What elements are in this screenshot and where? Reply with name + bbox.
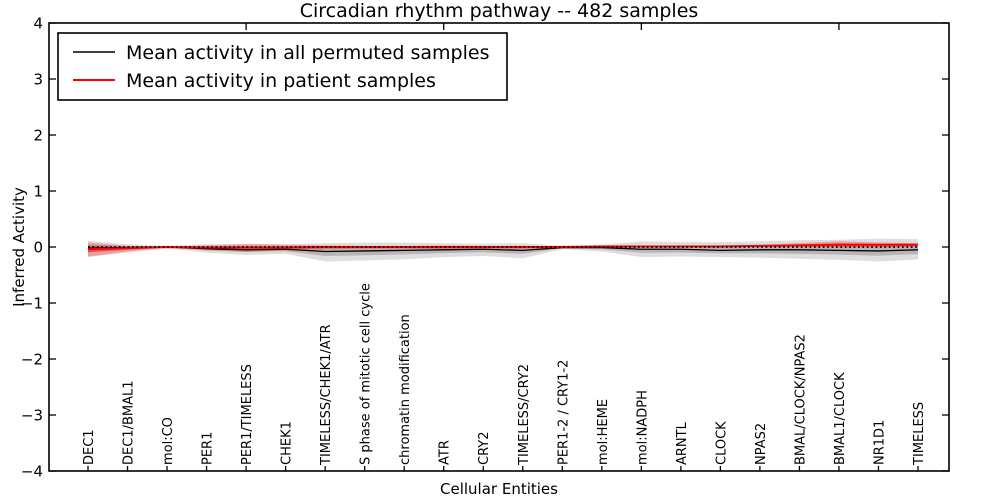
y-ticks-left: [49, 22, 56, 472]
x-tick-label: NR1D1: [872, 420, 887, 465]
legend-permuted-label: Mean activity in all permuted samples: [126, 42, 489, 64]
x-tick-label: CRY2: [477, 432, 492, 466]
x-ticks-top: [245, 23, 840, 30]
x-ticks-bottom: [87, 466, 919, 471]
x-tick-label: PER1: [201, 432, 216, 465]
permuted-mean-line: [87, 246, 919, 253]
y-tick-label: 3: [33, 71, 43, 89]
y-tick-labels: 4 3 2 1 0 −1 −2 −3 −4: [21, 15, 43, 481]
x-tick-label: ARNTL: [675, 421, 690, 465]
y-tick-label: −1: [21, 295, 43, 313]
x-tick-labels: DEC1 DEC1/BMAL1 mol:CO PER1 PER1/TIMELESS CHE…: [82, 283, 927, 466]
chart-title: Circadian rhythm pathway -- 482 samples: [300, 0, 699, 22]
y-tick-label: −4: [21, 463, 43, 481]
y-tick-label: −2: [21, 351, 43, 369]
x-tick-label: chromatin modification: [398, 314, 413, 465]
x-tick-label: mol:NADPH: [635, 390, 650, 465]
x-tick-label: DEC1/BMAL1: [122, 381, 137, 466]
x-tick-label: mol:HEME: [596, 399, 611, 465]
legend-patient-label: Mean activity in patient samples: [126, 70, 436, 92]
y-tick-label: 0: [33, 239, 43, 257]
x-tick-label: S phase of mitotic cell cycle: [359, 283, 374, 465]
patient-band: [88, 241, 918, 257]
legend: Mean activity in all permuted samples Me…: [57, 32, 508, 101]
y-axis-label: Inferred Activity: [10, 187, 28, 307]
plot-area: [87, 238, 919, 262]
x-tick-label: CLOCK: [714, 421, 729, 465]
x-tick-label: PER1-2 / CRY1-2: [556, 360, 571, 465]
x-tick-label: PER1/TIMELESS: [240, 364, 255, 465]
x-tick-label: TIMELESS: [912, 402, 927, 466]
x-tick-label: TIMELESS/CHEK1/ATR: [319, 324, 334, 466]
x-tick-label: DEC1: [82, 429, 97, 465]
x-tick-label: BMAL/CLOCK/NPAS2: [793, 334, 808, 465]
x-tick-label: TIMELESS/CRY2: [517, 364, 532, 466]
x-tick-label: NPAS2: [754, 423, 769, 465]
legend-box: [57, 32, 508, 101]
x-tick-label: BMAL1/CLOCK: [833, 372, 848, 465]
y-tick-label: 1: [33, 183, 43, 201]
x-tick-label: mol:CO: [161, 417, 176, 465]
y-tick-label: 4: [33, 15, 43, 33]
y-tick-label: 2: [33, 127, 43, 145]
x-tick-label: CHEK1: [280, 421, 295, 465]
x-tick-label: ATR: [438, 440, 453, 465]
y-ticks-right: [942, 22, 949, 472]
y-tick-label: −3: [21, 407, 43, 425]
x-axis-label: Cellular Entities: [440, 480, 558, 498]
